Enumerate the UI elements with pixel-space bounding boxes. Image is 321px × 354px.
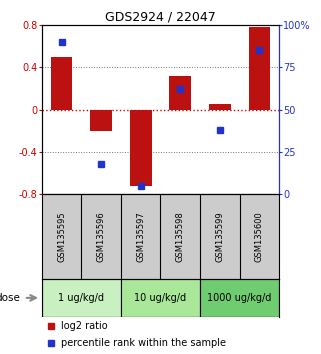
Text: GSM135597: GSM135597 [136,211,145,262]
Bar [248,27,270,110]
Text: 10 ug/kg/d: 10 ug/kg/d [134,293,187,303]
Bar [42,279,121,316]
Text: 1 ug/kg/d: 1 ug/kg/d [58,293,104,303]
Text: GSM135598: GSM135598 [176,211,185,262]
Bar [90,110,112,131]
Bar [200,279,279,316]
Text: dose: dose [0,293,20,303]
Text: GSM135595: GSM135595 [57,211,66,262]
Text: 1000 ug/kg/d: 1000 ug/kg/d [207,293,272,303]
Bar [130,110,152,186]
Title: GDS2924 / 22047: GDS2924 / 22047 [105,11,216,24]
Text: GSM135596: GSM135596 [97,211,106,262]
Text: GSM135600: GSM135600 [255,211,264,262]
Text: GSM135599: GSM135599 [215,211,224,262]
Text: log2 ratio: log2 ratio [61,321,107,331]
Bar [51,57,73,110]
Bar [209,104,231,110]
Text: percentile rank within the sample: percentile rank within the sample [61,338,226,348]
Bar [169,76,191,110]
Bar [121,279,200,316]
